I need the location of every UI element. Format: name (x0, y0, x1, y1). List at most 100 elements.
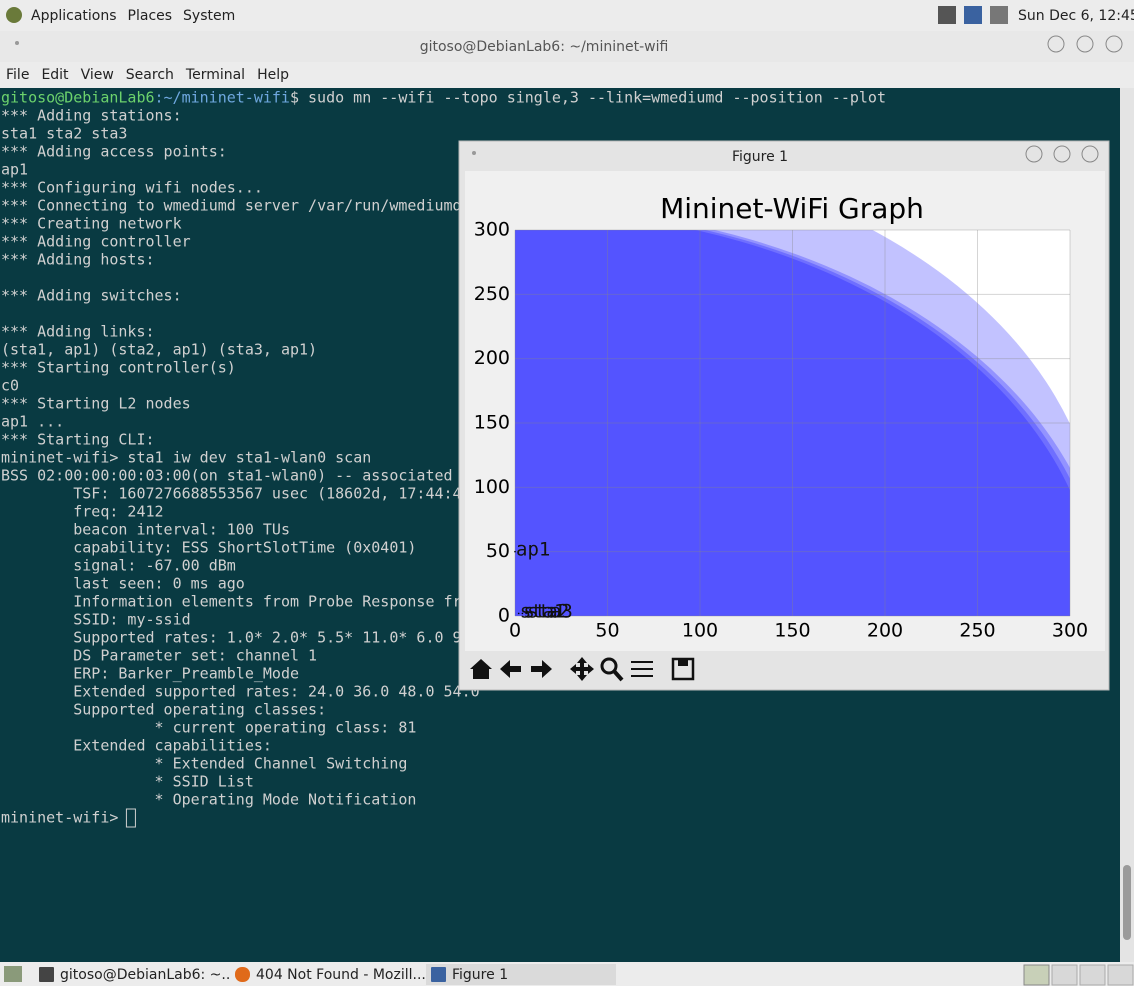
range-circles (515, 230, 1070, 616)
menu-item[interactable]: File (6, 67, 29, 83)
scrollbar-thumb[interactable] (1123, 865, 1131, 940)
task-button[interactable] (34, 964, 224, 985)
close-button[interactable] (1081, 145, 1099, 163)
menu-item[interactable]: Search (126, 67, 174, 83)
menu-item[interactable]: Terminal (185, 67, 245, 83)
terminal-line: *** Configuring wifi nodes... (1, 179, 263, 197)
node-point (514, 550, 516, 553)
terminal-line: beacon interval: 100 TUs (1, 521, 290, 539)
y-tick-label: 250 (474, 283, 510, 305)
terminal-line: mininet-wifi> sta1 iw dev sta1-wlan0 sca… (1, 449, 371, 467)
window-menu[interactable] (472, 151, 476, 155)
x-tick-label: 0 (509, 620, 521, 642)
terminal-line: Supported rates: 1.0* 2.0* 5.5* 11.0* 6.… (1, 629, 462, 647)
terminal-titlebar (0, 31, 1134, 62)
terminal-line: BSS 02:00:00:00:03:00(on sta1-wlan0) -- … (1, 467, 453, 485)
save-button[interactable] (671, 657, 695, 681)
x-tick-label: 100 (682, 620, 718, 642)
node-point (521, 612, 524, 615)
save-icon-detail (678, 660, 688, 666)
taskbar-items: gitoso@DebianLab6: ~... 404 Not Found - M… (4, 964, 616, 985)
zoom-button[interactable] (600, 657, 618, 675)
maximize-button[interactable] (1053, 145, 1071, 163)
menu-item[interactable]: Help (257, 67, 289, 83)
terminal-line: *** Starting CLI: (1, 431, 155, 449)
maximize-button[interactable] (1076, 35, 1094, 53)
window-menu[interactable] (15, 41, 19, 45)
terminal-window-buttons (1047, 35, 1123, 53)
terminal-menu: File Edit View Search Terminal Help (6, 67, 289, 83)
network-icon[interactable] (990, 6, 1008, 24)
menu-item[interactable]: View (81, 67, 114, 83)
tray-icon[interactable] (964, 6, 982, 24)
node-point (525, 612, 527, 615)
scrollbar[interactable] (1120, 88, 1134, 962)
workspace-4[interactable] (1107, 964, 1134, 986)
close-button[interactable] (1105, 35, 1123, 53)
terminal-line: *** Adding controller (1, 233, 191, 251)
prompt-command: $ sudo mn --wifi --topo single,3 --link=… (290, 89, 886, 107)
terminal-line: DS Parameter set: channel 1 (1, 647, 317, 665)
terminal-line: *** Adding links: (1, 323, 155, 341)
y-tick-label: 50 (486, 540, 510, 562)
task-label[interactable]: 404 Not Found - Mozill... (256, 967, 426, 983)
menu-item[interactable]: Edit (41, 67, 69, 83)
terminal-line: *** Adding hosts: (1, 251, 155, 269)
configure-button[interactable] (631, 661, 653, 677)
task-label[interactable]: gitoso@DebianLab6: ~... (60, 967, 235, 983)
workspace-2[interactable] (1051, 964, 1078, 986)
node-label: ap1 (516, 539, 550, 561)
y-tick-label: 150 (474, 412, 510, 434)
terminal-line: *** Adding switches: (1, 287, 182, 305)
terminal-line: *** Creating network (1, 215, 182, 233)
panel-menu[interactable]: Applications (31, 8, 117, 24)
terminal-line: ap1 (1, 161, 28, 179)
panel-menu[interactable]: System (183, 8, 235, 24)
workspace-3[interactable] (1079, 964, 1106, 986)
node-point (517, 612, 520, 615)
task-label[interactable]: Figure 1 (452, 967, 508, 983)
forward-button[interactable] (531, 660, 552, 678)
toolbar (470, 657, 695, 682)
terminal-line: *** Starting L2 nodes (1, 395, 191, 413)
home-button[interactable] (470, 659, 492, 679)
x-tick-label: 200 (867, 620, 903, 642)
range-circle (515, 230, 1070, 616)
chart-title: Mininet-WiFi Graph (660, 192, 924, 225)
terminal-line: signal: -67.00 dBm (1, 557, 236, 575)
task-button[interactable] (426, 964, 616, 985)
terminal-line: ERP: Barker_Preamble_Mode (1, 665, 299, 683)
task-icon (39, 967, 54, 982)
debian-icon[interactable] (6, 7, 22, 23)
volume-icon[interactable] (938, 6, 956, 24)
terminal-line: * current operating class: 81 (1, 719, 416, 737)
panel-menu[interactable]: Places (128, 8, 173, 24)
show-desktop[interactable] (4, 966, 22, 982)
terminal-line: TSF: 1607276688553567 usec (18602d, 17:4… (1, 485, 462, 503)
terminal-line: c0 (1, 377, 19, 395)
terminal-line: Extended capabilities: (1, 737, 272, 755)
y-tick-label: 100 (474, 476, 510, 498)
pan-button[interactable] (570, 657, 594, 681)
plot-area (515, 230, 1070, 616)
terminal-line: *** Adding access points: (1, 143, 227, 161)
workspace-1[interactable] (1023, 964, 1050, 986)
figure-title: Figure 1 (732, 149, 788, 165)
terminal-line: Information elements from Probe Response… (1, 593, 462, 611)
clock[interactable]: Sun Dec 6, 12:45 (1018, 8, 1134, 24)
minimize-button[interactable] (1047, 35, 1065, 53)
x-tick-label: 250 (959, 620, 995, 642)
terminal-line: * Extended Channel Switching (1, 755, 407, 773)
y-tick-label: 200 (474, 347, 510, 369)
minimize-button[interactable] (1025, 145, 1043, 163)
back-button[interactable] (500, 660, 521, 678)
task-button[interactable] (230, 964, 420, 985)
terminal-output: gitoso@DebianLab6:~/mininet-wifi $ sudo m… (1, 89, 886, 828)
x-tick-label: 50 (595, 620, 619, 642)
terminal-line: (sta1, ap1) (sta2, ap1) (sta3, ap1) (1, 341, 317, 359)
y-tick-label: 300 (474, 219, 510, 241)
terminal-line: * SSID List (1, 773, 254, 791)
task-icon (431, 967, 446, 982)
